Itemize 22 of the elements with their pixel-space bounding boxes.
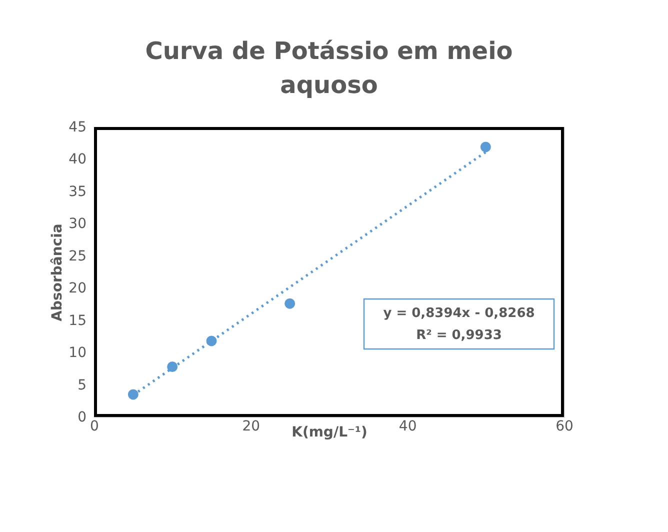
y-tick-label: 40 <box>68 152 86 168</box>
y-tick-label: 20 <box>68 280 86 297</box>
point <box>284 298 296 309</box>
x-tick-label: 40 <box>398 418 417 434</box>
x-tick-label: 0 <box>90 418 99 434</box>
y-tick-label: 30 <box>68 216 86 232</box>
x-axis-title: K(mg/L⁻¹) <box>292 424 368 440</box>
annotation: y = 0,8394x - 0,8268 <box>383 306 535 321</box>
x-tick-label: 20 <box>242 418 260 434</box>
x-tick-label: 60 <box>556 418 574 434</box>
y-tick-label: 35 <box>68 184 86 200</box>
y-axis-title: Absorbância <box>50 224 66 322</box>
point <box>480 142 491 152</box>
y-tick-label: 15 <box>68 312 86 329</box>
y-tick-label: 5 <box>78 377 86 394</box>
point <box>128 389 138 400</box>
chart-title: Curva de Potássio em meio aquoso <box>145 37 513 99</box>
y-tick-label: 10 <box>68 345 86 362</box>
point <box>167 362 178 372</box>
y-tick-label: 25 <box>68 248 86 264</box>
y-tick-label: 45 <box>68 120 86 136</box>
annotation: R² = 0,9933 <box>416 328 502 343</box>
